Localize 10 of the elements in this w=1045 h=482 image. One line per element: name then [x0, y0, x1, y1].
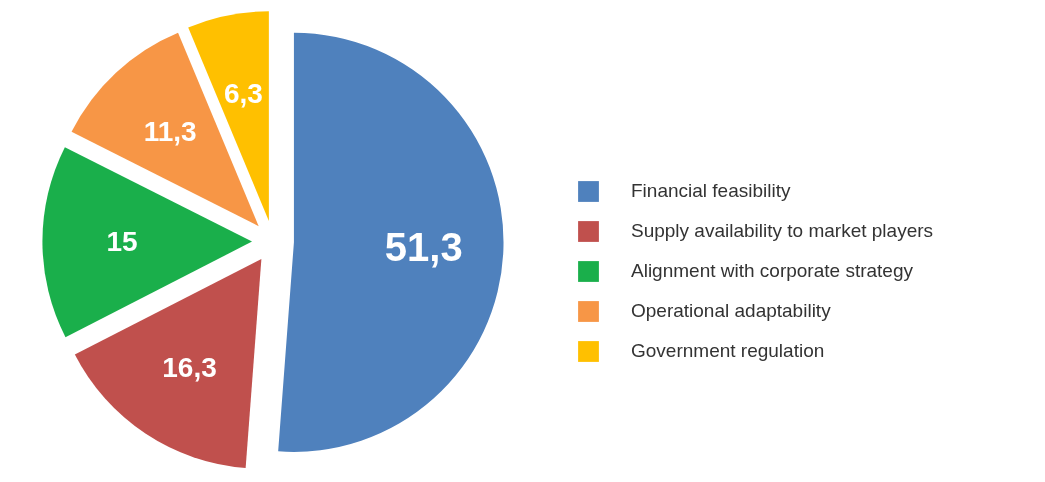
data-label: 16,3 [162, 351, 217, 383]
data-label: 11,3 [143, 115, 197, 147]
legend-label: Government regulation [631, 340, 825, 362]
data-label: 15 [106, 226, 138, 258]
legend-label: Financial feasibility [631, 180, 791, 202]
data-label: 51,3 [384, 225, 463, 270]
data-label: 6,3 [223, 78, 263, 110]
legend-label: Alignment with corporate strategy [631, 260, 913, 282]
legend-label: Supply availability to market players [631, 220, 934, 242]
legend-label: Operational adaptability [631, 300, 831, 322]
